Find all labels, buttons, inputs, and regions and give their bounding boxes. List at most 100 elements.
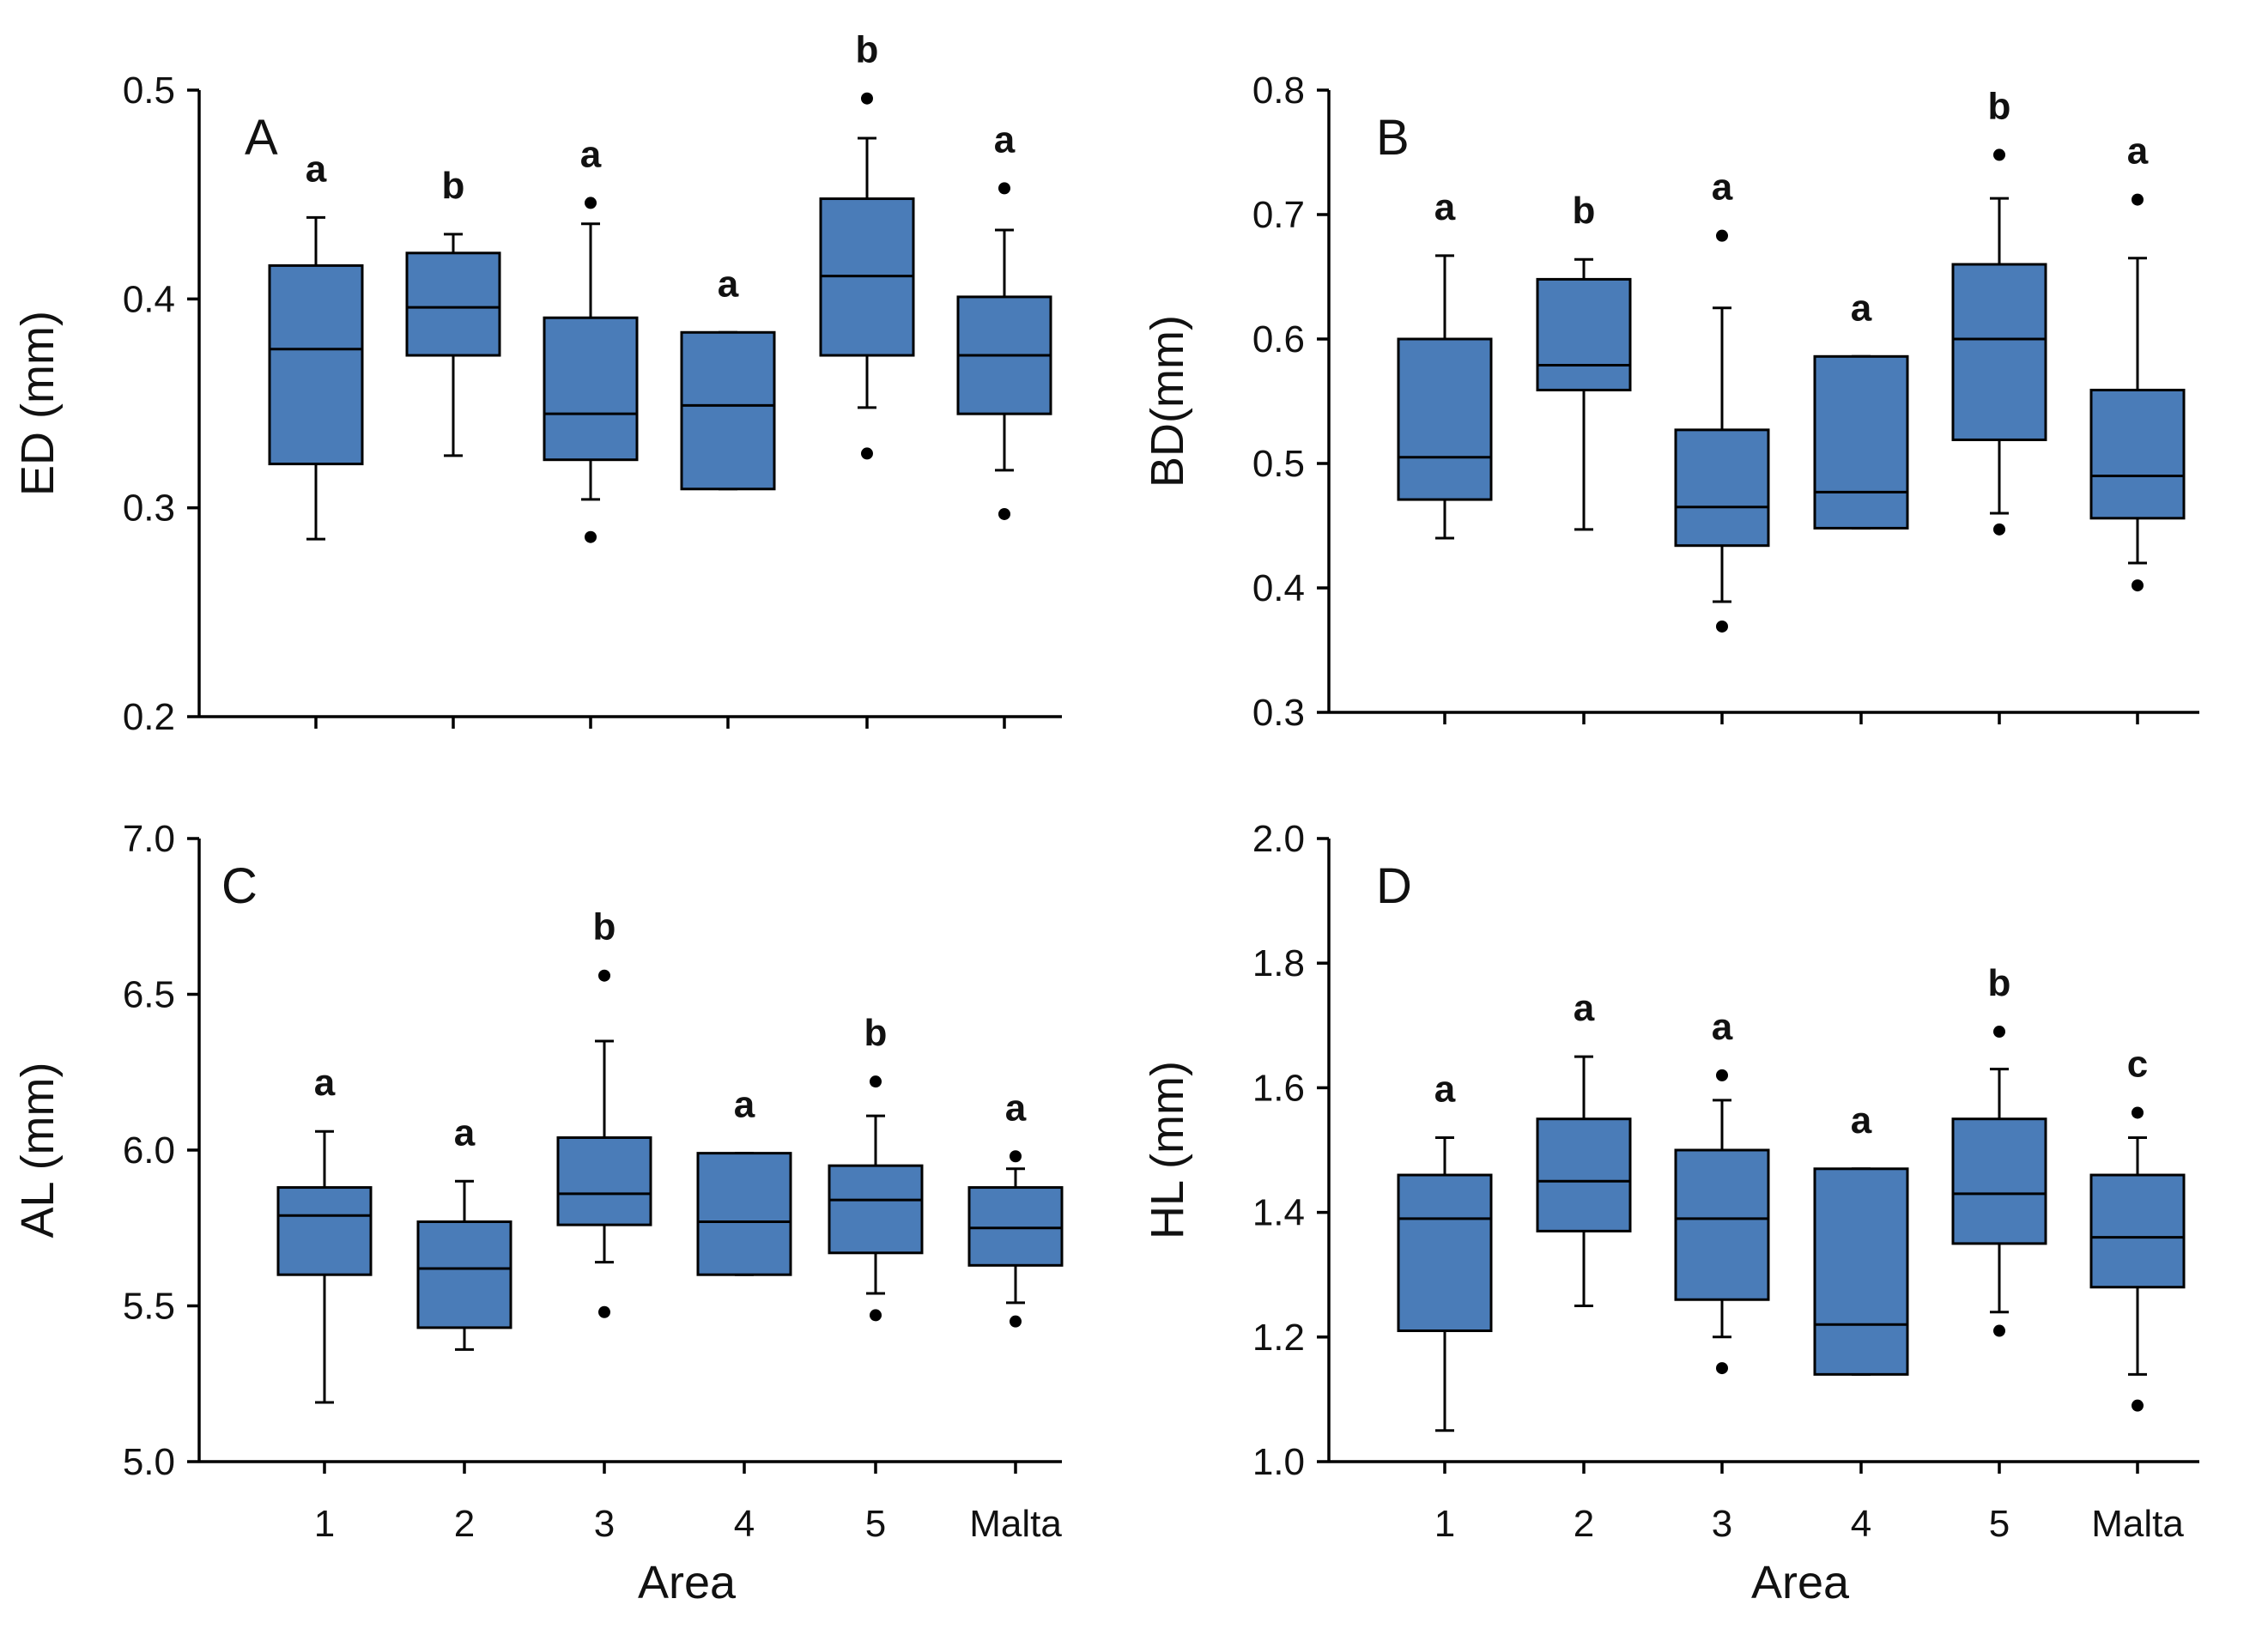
panel-b-y-tick-label: 0.4: [1252, 567, 1305, 609]
panel-a-y-tick-label: 0.3: [123, 487, 175, 530]
panel-c-y-tick-label: 7.0: [123, 818, 175, 860]
significance-letter: a: [580, 133, 602, 175]
box-iqr: [1951, 1117, 2047, 1245]
panel-c-x-tick-label: 3: [594, 1503, 615, 1545]
panel-a-box-group-1: a: [268, 148, 364, 541]
panel-b-y-tick-label: 0.6: [1252, 318, 1305, 360]
panel-b-box-group-4: a: [1813, 287, 1909, 530]
panel-d-box-group-4: a: [1813, 1099, 1909, 1376]
significance-letter: a: [1712, 1006, 1733, 1048]
significance-letter: b: [1988, 85, 2011, 127]
box-iqr: [1536, 277, 1632, 391]
box-iqr: [1951, 263, 2047, 441]
panel-d: 1.0 1.2 1.4 1.6 1.8 2.0 1 2 3 4 5 Malta HL (mm) Area D…: [1142, 818, 2199, 1608]
significance-letter: a: [734, 1084, 755, 1126]
panel-b-y-axis-title: BD(mm): [1142, 315, 1193, 487]
box-iqr: [556, 1135, 652, 1226]
outlier-point: [2132, 1106, 2144, 1119]
outlier-point: [870, 1309, 882, 1322]
significance-letter: c: [2127, 1043, 2148, 1085]
box-iqr: [828, 1164, 924, 1255]
significance-letter: a: [1851, 1099, 1872, 1142]
significance-letter: a: [454, 1111, 476, 1154]
panel-b-box-group-5: b: [1951, 85, 2047, 536]
panel-c-y-axis-title: AL (mm): [12, 1063, 64, 1238]
panel-b-box-group-malta: a: [2089, 130, 2186, 592]
panel-d-y-tick-label: 1.4: [1252, 1192, 1305, 1234]
panel-d-x-tick-label: 4: [1851, 1503, 1871, 1545]
significance-letter: b: [1988, 962, 2011, 1004]
outlier-point: [998, 507, 1010, 520]
box-iqr: [1813, 1167, 1909, 1376]
panel-c-panel-label: C: [221, 858, 258, 914]
box-iqr: [680, 330, 776, 491]
box-iqr: [2089, 1173, 2186, 1289]
outlier-point: [585, 530, 597, 543]
box-iqr: [2089, 388, 2186, 520]
outlier-point: [870, 1075, 882, 1088]
box-iqr: [405, 251, 501, 357]
panel-d-x-tick-label: Malta: [2091, 1503, 2184, 1545]
panel-c-x-tick-label: Malta: [969, 1503, 1062, 1545]
panel-c-x-tick-label: 5: [865, 1503, 886, 1545]
panel-d-box-group-5: b: [1951, 962, 2047, 1337]
panel-d-y-tick-label: 1.8: [1252, 942, 1305, 984]
panel-a-box-group-2: b: [405, 165, 501, 457]
outlier-point: [1993, 148, 2005, 161]
panel-c-x-tick-label: 4: [734, 1503, 755, 1545]
box-iqr: [696, 1152, 792, 1276]
outlier-point: [585, 197, 597, 209]
panel-d-x-tick-label: 1: [1434, 1503, 1455, 1545]
panel-b-y-tick-label: 0.7: [1252, 194, 1305, 236]
panel-d-y-tick-label: 1.0: [1252, 1441, 1305, 1483]
panel-d-box-group-1: a: [1397, 1068, 1493, 1432]
panel-b: 0.3 0.4 0.5 0.6 0.7 0.8 BD(mm) Ba b a a b a: [1142, 70, 2199, 734]
significance-letter: b: [1573, 190, 1596, 232]
outlier-point: [598, 1305, 610, 1318]
panel-d-x-tick-label: 3: [1712, 1503, 1732, 1545]
panel-a-y-tick-label: 0.5: [123, 70, 175, 112]
significance-letter: a: [1434, 186, 1456, 228]
significance-letter: b: [856, 29, 879, 71]
outlier-point: [1010, 1150, 1022, 1163]
panel-d-y-tick-label: 2.0: [1252, 818, 1305, 860]
panel-b-y-tick-label: 0.5: [1252, 443, 1305, 485]
box-iqr: [1674, 428, 1770, 548]
significance-letter: a: [2127, 130, 2149, 173]
outlier-point: [1716, 1069, 1728, 1081]
significance-letter: b: [593, 906, 616, 948]
panel-a-box-group-5: b: [819, 29, 915, 460]
outlier-point: [1010, 1315, 1022, 1328]
panel-a-box-group-3: a: [543, 133, 639, 543]
significance-letter: a: [314, 1062, 336, 1104]
outlier-point: [1716, 1362, 1728, 1375]
panel-a-box-group-4: a: [680, 263, 776, 491]
significance-letter: a: [306, 148, 327, 190]
box-iqr: [416, 1220, 512, 1329]
box-iqr: [268, 263, 364, 466]
significance-letter: a: [1712, 167, 1733, 209]
box-iqr: [1397, 337, 1493, 501]
panel-c-box-group-1: a: [276, 1062, 373, 1404]
panel-c-x-axis-title: Area: [638, 1557, 737, 1608]
panel-d-x-tick-label: 5: [1989, 1503, 2010, 1545]
panel-c-x-tick-label: 1: [314, 1503, 335, 1545]
panel-a-panel-label: A: [245, 110, 278, 166]
panel-b-panel-label: B: [1376, 110, 1410, 166]
outlier-point: [861, 92, 873, 105]
panel-b-y-tick-label: 0.8: [1252, 70, 1305, 112]
significance-letter: a: [1005, 1087, 1027, 1129]
outlier-point: [1993, 523, 2005, 536]
panel-d-x-axis-title: Area: [1751, 1557, 1850, 1608]
panel-b-box-group-3: a: [1674, 167, 1770, 633]
panel-c-x-tick-label: 2: [454, 1503, 475, 1545]
box-iqr: [967, 1186, 1064, 1267]
significance-letter: a: [718, 263, 739, 305]
panel-a-y-tick-label: 0.2: [123, 696, 175, 738]
outlier-point: [998, 182, 1010, 195]
outlier-point: [1716, 229, 1728, 242]
box-iqr: [543, 316, 639, 462]
panel-c-box-group-malta: a: [967, 1087, 1064, 1328]
